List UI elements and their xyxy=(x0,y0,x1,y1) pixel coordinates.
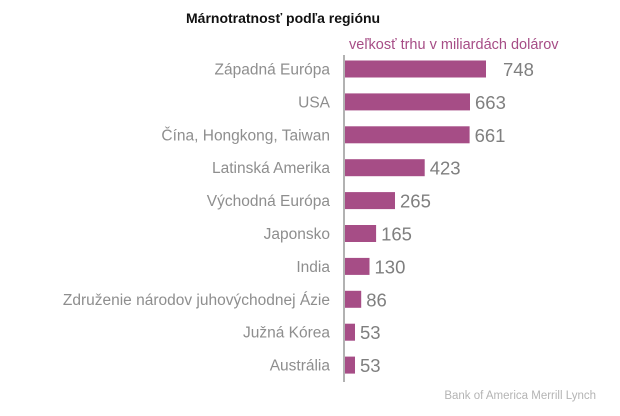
value-label: 748 xyxy=(503,59,534,80)
bar xyxy=(345,225,377,242)
category-label: Austrália xyxy=(270,358,331,375)
source-note: Bank of America Merrill Lynch xyxy=(444,390,596,402)
chart-title: Márnotratnosť podľa regiónu xyxy=(186,10,381,26)
value-label: 661 xyxy=(475,125,506,146)
category-label: Združenie národov juhovýchodnej Ázie xyxy=(63,292,330,309)
bar xyxy=(345,93,470,111)
bar xyxy=(345,257,370,275)
value-label: 86 xyxy=(366,289,387,310)
value-label: 423 xyxy=(430,158,461,179)
bar xyxy=(345,126,470,144)
value-label: 53 xyxy=(360,355,381,376)
category-label: India xyxy=(296,259,330,276)
value-label: 663 xyxy=(475,92,506,113)
category-label: Japonsko xyxy=(264,226,330,243)
value-label: 265 xyxy=(400,191,431,212)
category-label: Južná Kórea xyxy=(243,325,330,342)
bar xyxy=(345,323,355,341)
value-label: 53 xyxy=(360,322,381,343)
category-label: Čína, Hongkong, Taiwan xyxy=(161,127,330,144)
bar xyxy=(345,60,486,78)
bar xyxy=(345,290,362,308)
value-label: 165 xyxy=(381,224,412,245)
chart-subtitle: veľkosť trhu v miliardách dolárov xyxy=(349,37,559,53)
bar xyxy=(345,159,425,177)
labels-group: Západná Európa 748 USA 663 Čína, Hongkong, T… xyxy=(63,59,534,376)
bars-group xyxy=(345,60,486,374)
value-label: 130 xyxy=(375,256,406,277)
bar xyxy=(345,192,395,210)
bar xyxy=(345,356,355,374)
category-label: Latinská Amerika xyxy=(212,160,330,177)
category-label: Západná Európa xyxy=(215,62,331,79)
category-label: Východná Európa xyxy=(207,193,331,210)
category-label: USA xyxy=(298,94,331,111)
